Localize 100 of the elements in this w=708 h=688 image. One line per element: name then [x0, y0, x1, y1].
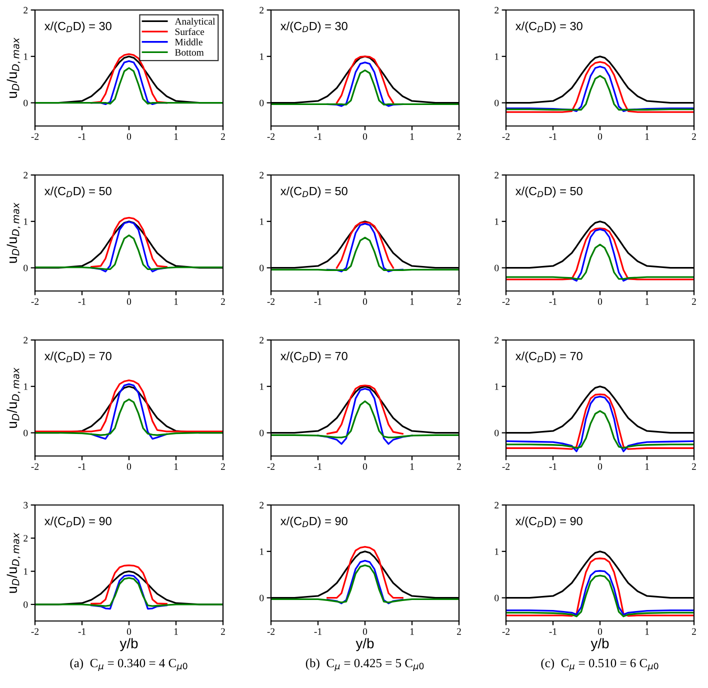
line-series — [336, 221, 394, 269]
x-tick-label: -1 — [78, 628, 86, 635]
x-tick-label: 2 — [220, 298, 225, 305]
legend-label: Middle — [175, 38, 202, 46]
x-tick-label: 1 — [645, 298, 649, 305]
x-axis-title: y/b — [590, 638, 609, 652]
x-tick-label: -2 — [31, 133, 39, 140]
annotation: x/(C$_{D}$D) = 90 — [44, 516, 112, 528]
x-tick-label: 1 — [174, 628, 178, 635]
line-series — [326, 546, 404, 599]
annotation: x/(C$_{D}$D) = 50 — [44, 186, 112, 198]
y-tick-label: 2 — [260, 6, 264, 14]
x-tick-label: -1 — [314, 628, 322, 635]
line-series — [506, 228, 694, 280]
y-tick-label: 2 — [24, 6, 28, 14]
y-tick-label: 1 — [260, 548, 264, 555]
y-tick-label: 1 — [24, 383, 28, 390]
x-tick-label: 0 — [362, 628, 368, 635]
x-tick-label: 2 — [692, 463, 696, 470]
line-series — [506, 75, 694, 111]
x-tick-label: 2 — [456, 133, 461, 140]
line-series — [90, 383, 168, 440]
y-tick-label: 2 — [494, 6, 499, 14]
y-tick-label: 2 — [260, 172, 264, 178]
x-tick-label: -2 — [267, 628, 275, 635]
y-tick-label: 0 — [260, 264, 264, 272]
y-tick-label: 1 — [495, 53, 498, 60]
x-tick-label: -1 — [549, 298, 556, 305]
x-tick-label: 2 — [220, 133, 225, 140]
x-tick-label: -2 — [502, 463, 510, 470]
y-axis-title: u$_{D}$/u$_{D,max}$ — [6, 202, 20, 263]
line-series — [35, 577, 223, 607]
x-tick-label: -2 — [502, 628, 510, 635]
x-tick-label: 0 — [126, 298, 132, 305]
y-tick-label: 1 — [24, 568, 28, 575]
x-tick-label: 1 — [645, 463, 649, 470]
line-series — [90, 574, 168, 610]
x-axis-title: y/b — [120, 638, 138, 652]
x-tick-label: 1 — [410, 133, 414, 140]
x-tick-label: 1 — [645, 133, 649, 140]
x-tick-label: -2 — [502, 298, 510, 305]
y-tick-label: 2 — [494, 172, 499, 178]
x-tick-label: 2 — [456, 463, 461, 470]
legend-label: Analytical — [174, 18, 216, 27]
y-tick-label: 1 — [495, 383, 498, 390]
x-tick-label: 2 — [692, 133, 696, 140]
x-tick-label: -1 — [78, 133, 86, 140]
line-series — [506, 558, 694, 617]
x-tick-label: 2 — [220, 628, 225, 635]
y-tick-label: 0 — [260, 594, 264, 602]
x-tick-label: 1 — [174, 463, 178, 470]
line-series — [90, 564, 168, 605]
y-tick-label: 2 — [260, 502, 264, 508]
y-tick-label: 3 — [24, 502, 28, 508]
y-tick-label: 2 — [24, 336, 28, 344]
line-series — [35, 398, 223, 436]
text: (a) C$_{μ}$ = 0.340 = 4 C$_{μ0}$ — [70, 658, 188, 672]
y-tick-label: 1 — [495, 548, 498, 555]
y-tick-label: 0 — [494, 430, 499, 436]
x-tick-label: 1 — [410, 628, 414, 635]
annotation: x/(C$_{D}$D) = 70 — [516, 352, 582, 363]
annotation: x/(C$_{D}$D) = 30 — [516, 22, 582, 33]
y-tick-label: 1 — [260, 383, 264, 390]
line-series — [90, 53, 168, 104]
y-tick-label: 0 — [24, 100, 28, 106]
y-tick-label: 1 — [260, 218, 264, 225]
y-tick-label: 0 — [24, 601, 28, 608]
x-tick-label: 0 — [126, 133, 132, 140]
x-tick-label: -1 — [78, 298, 86, 305]
line-series — [326, 222, 404, 272]
x-tick-label: -2 — [31, 298, 39, 305]
y-tick-label: 1 — [24, 53, 28, 60]
x-tick-label: -2 — [31, 463, 39, 470]
y-tick-label: 2 — [494, 502, 499, 508]
y-tick-label: 2 — [494, 336, 499, 344]
annotation: x/(C$_{D}$D) = 30 — [280, 22, 348, 33]
x-tick-label: -2 — [267, 463, 275, 470]
x-tick-label: -2 — [267, 298, 275, 305]
x-tick-label: 0 — [126, 463, 132, 470]
x-tick-label: 1 — [410, 463, 414, 470]
text: (c) C$_{μ}$ = 0.510 = 6 C$_{μ0}$ — [541, 658, 658, 672]
annotation: x/(C$_{D}$D) = 70 — [280, 352, 348, 363]
line-series — [326, 384, 404, 435]
line-series — [271, 400, 459, 438]
x-tick-label: 2 — [456, 298, 461, 305]
x-tick-label: -2 — [267, 133, 275, 140]
line-series — [35, 67, 223, 105]
x-tick-label: 1 — [410, 298, 414, 305]
x-tick-label: 1 — [645, 628, 649, 635]
x-tick-label: -1 — [549, 628, 556, 635]
line-series — [506, 410, 694, 449]
y-axis-title: u$_{D}$/u$_{D,max}$ — [6, 38, 20, 98]
x-tick-label: 0 — [362, 298, 368, 305]
y-tick-label: 0 — [494, 594, 499, 602]
annotation: x/(C$_{D}$D) = 30 — [44, 22, 112, 33]
y-tick-label: 0 — [494, 100, 499, 106]
y-tick-label: 0 — [24, 264, 28, 272]
y-tick-label: 2 — [260, 336, 264, 344]
x-tick-label: -1 — [549, 463, 556, 470]
y-axis-title: u$_{D}$/u$_{D,max}$ — [6, 532, 20, 593]
